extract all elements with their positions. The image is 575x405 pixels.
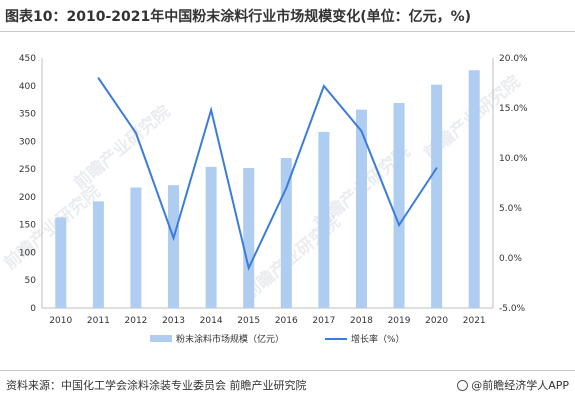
left-axis-tick-label: 100	[19, 248, 36, 258]
right-axis-tick-label: 20.0%	[499, 54, 528, 64]
right-axis-tick-label: 15.0%	[499, 104, 528, 114]
legend-bar-swatch	[150, 335, 172, 342]
bar-market-size	[468, 70, 480, 308]
left-axis-tick-label: 250	[19, 165, 36, 175]
left-axis-tick-label: 450	[19, 54, 36, 64]
x-tick-label: 2015	[237, 316, 260, 326]
right-axis-tick-label: 0.0%	[499, 254, 522, 264]
x-tick-label: 2011	[87, 316, 110, 326]
bar-market-size	[431, 84, 443, 308]
watermark-text: 前瞻产业研究院	[70, 101, 175, 194]
bar-market-size	[168, 185, 180, 308]
x-tick-label: 2016	[275, 316, 298, 326]
x-tick-label: 2014	[200, 316, 223, 326]
title-divider	[0, 31, 575, 32]
x-tick-label: 2018	[350, 316, 373, 326]
growth-rate-line	[97, 77, 438, 272]
growth-rate-point	[135, 132, 137, 134]
left-axis-tick-label: 300	[19, 137, 36, 147]
growth-rate-point	[323, 85, 325, 87]
x-tick-label: 2020	[425, 316, 448, 326]
chart-title: 图表10：2010-2021年中国粉末涂料行业市场规模变化(单位：亿元，%)	[5, 9, 472, 25]
growth-rate-point	[247, 267, 250, 269]
bar-market-size	[243, 168, 255, 308]
source-divider	[0, 370, 575, 371]
bar-market-size	[92, 201, 104, 308]
axes-layer: 0 50 100 150 200 250 300 350 400 450 -5.0% 0.0% 5.0%…	[19, 54, 528, 314]
watermark-text: 前瞻产业研究院	[0, 181, 104, 274]
x-tick-label: 2010	[49, 316, 72, 326]
x-tick-label: 2013	[162, 316, 185, 326]
growth-rate-point	[435, 167, 438, 169]
legend: 粉末涂料市场规模（亿元） 增长率（%）	[150, 333, 405, 345]
chart-area: 前瞻产业研究院前瞻产业研究院前瞻产业研究院前瞻产业研究院前瞻产业研究院 0 50 1…	[0, 54, 528, 345]
growth-rate-point	[210, 109, 212, 111]
x-tick-label: 2017	[312, 316, 335, 326]
left-axis-tick-label: 50	[25, 276, 37, 286]
line-layer	[97, 77, 438, 272]
bar-market-size	[130, 187, 142, 308]
growth-rate-point	[285, 187, 288, 189]
x-tick-labels: 2010 2011 2012 2013 2014 2015 2016 2017 2018 2019…	[49, 316, 485, 326]
bar-market-size	[318, 131, 330, 308]
x-tick-label: 2021	[463, 316, 486, 326]
bars-layer	[55, 70, 480, 309]
source-note: 资料来源：中国化工学会涂料涂装专业委员会 前瞻产业研究院	[6, 379, 307, 392]
growth-rate-point	[398, 224, 400, 226]
bar-market-size	[280, 158, 292, 308]
left-axis-tick-label: 200	[19, 193, 36, 203]
watermark-layer: 前瞻产业研究院前瞻产业研究院前瞻产业研究院前瞻产业研究院前瞻产业研究院	[0, 71, 524, 304]
left-axis-tick-label: 0	[30, 304, 36, 314]
brand-logo-icon	[457, 380, 469, 391]
bar-market-size	[205, 166, 217, 308]
bar-market-size	[55, 217, 67, 308]
growth-rate-point	[360, 130, 363, 132]
x-tick-label: 2012	[125, 316, 148, 326]
bar-market-size	[393, 103, 405, 308]
bar-market-size	[355, 109, 367, 309]
growth-rate-point	[172, 237, 175, 239]
right-axis-tick-label: 10.0%	[499, 154, 528, 164]
brand-credit: @前瞻经济学人APP	[457, 377, 569, 393]
growth-rate-point	[97, 77, 100, 79]
brand-text: @前瞻经济学人APP	[471, 379, 569, 392]
legend-line-label: 增长率（%）	[351, 333, 405, 345]
left-axis-tick-label: 150	[19, 221, 36, 231]
left-axis-tick-label: 400	[19, 82, 36, 92]
right-axis-tick-label: 5.0%	[499, 204, 522, 214]
legend-bar-label: 粉末涂料市场规模（亿元）	[176, 333, 284, 345]
right-axis-tick-label: -5.0%	[499, 304, 526, 314]
left-axis-tick-label: 350	[19, 110, 36, 120]
x-tick-label: 2019	[388, 316, 411, 326]
